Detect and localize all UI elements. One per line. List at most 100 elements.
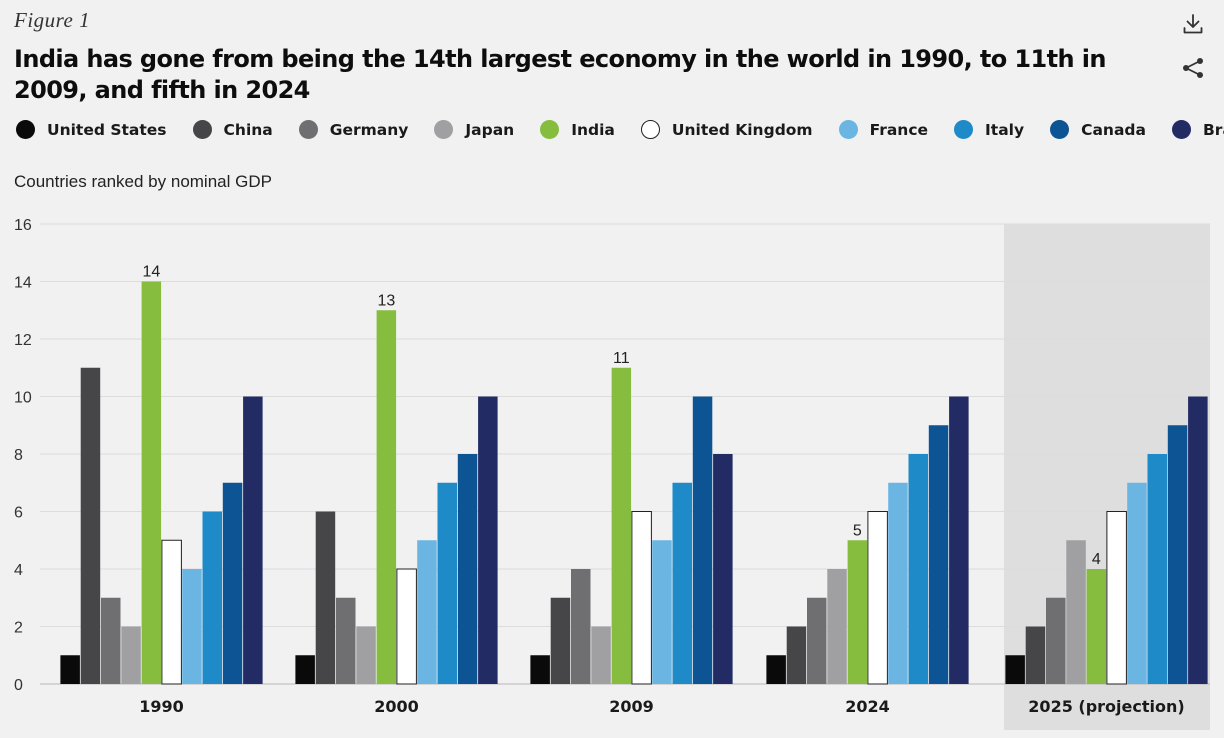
x-category-label: 1990 [139, 697, 184, 716]
legend-item-germany: Germany [298, 120, 409, 139]
bar-united-states-2024 [766, 655, 786, 684]
x-category-label: 2000 [374, 697, 419, 716]
legend-swatch-canada [1050, 120, 1070, 139]
legend-swatch-italy [954, 120, 974, 139]
bar-brazil-1990 [243, 396, 263, 684]
bar-germany-2000 [336, 597, 356, 684]
bar-germany-2009 [571, 569, 591, 684]
bar-india-2000 [376, 310, 397, 684]
legend-item-india: India [540, 120, 615, 139]
bar-brazil-2024 [949, 396, 969, 684]
bar-china-2000 [315, 511, 336, 684]
chart-title: India has gone from being the 14th large… [14, 45, 1106, 104]
chart-subtitle: Countries ranked by nominal GDP [14, 172, 272, 191]
legend-swatch-india [540, 120, 560, 139]
bar-united-kingdom-2025-projection [1106, 511, 1127, 685]
bar-france-2009 [652, 540, 672, 684]
bar-germany-1990 [101, 597, 121, 684]
bar-canada-2025-projection [1167, 425, 1188, 684]
bar-united-states-1990 [60, 655, 80, 684]
y-tick-label: 4 [14, 562, 23, 579]
y-tick-label: 2 [14, 620, 23, 637]
y-tick-label: 14 [14, 275, 32, 292]
legend-label: India [571, 120, 615, 139]
bar-italy-1990 [202, 511, 222, 684]
bar-united-states-2025-projection [1005, 655, 1025, 684]
download-icon[interactable] [1181, 12, 1205, 36]
legend-swatch-united-states [16, 120, 35, 139]
bar-united-states-2009 [530, 655, 550, 684]
bar-france-2024 [888, 482, 908, 684]
bar-brazil-2009 [713, 454, 733, 684]
legend-swatch-brazil [1171, 120, 1191, 139]
legend-item-united-kingdom: United Kingdom [640, 120, 813, 139]
bar-canada-2024 [928, 425, 949, 684]
legend-item-france: France [838, 120, 929, 139]
legend-label: Italy [985, 120, 1025, 139]
y-tick-label: 16 [14, 217, 32, 234]
bar-brazil-2025-projection [1188, 396, 1208, 684]
bar-italy-2000 [437, 482, 457, 684]
bar-germany-2024 [807, 597, 827, 684]
legend-swatch-germany [298, 120, 318, 139]
bar-japan-2024 [827, 569, 847, 684]
legend-swatch-china [192, 120, 212, 139]
figure-label: Figure 1 [14, 8, 91, 32]
bar-china-2025-projection [1025, 626, 1046, 684]
legend-swatch-france [838, 120, 858, 139]
legend-label: Canada [1081, 120, 1146, 139]
bar-united-states-2000 [295, 655, 315, 684]
bar-france-2000 [417, 540, 437, 684]
bar-italy-2025-projection [1147, 454, 1167, 684]
bar-japan-2009 [591, 626, 611, 684]
bar-germany-2025-projection [1046, 597, 1066, 684]
x-category-label: 2025 (projection) [1028, 697, 1184, 716]
legend-label: Germany [329, 120, 409, 139]
legend-swatch-united-kingdom [640, 120, 660, 139]
bar-canada-2009 [692, 396, 713, 684]
bar-china-1990 [80, 367, 101, 684]
chart-legend: United States China Germany Japan India Unite… [16, 120, 1224, 139]
data-label-india-2000: 13 [377, 292, 395, 309]
share-icon[interactable] [1180, 55, 1206, 81]
bar-italy-2009 [672, 482, 692, 684]
x-category-label: 2009 [609, 697, 654, 716]
legend-label: China [223, 120, 273, 139]
bar-china-2024 [786, 626, 807, 684]
bar-china-2009 [550, 597, 571, 684]
bar-france-2025-projection [1127, 482, 1147, 684]
legend-swatch-japan [434, 120, 454, 139]
bar-india-2009 [611, 367, 632, 684]
legend-label: United States [47, 120, 167, 139]
bar-chart: 0 2 4 6 8 10 12 14 16 1990 2000 2009 2024 2025 (proje… [14, 217, 1210, 730]
bar-united-kingdom-2000 [396, 568, 417, 685]
bar-united-kingdom-1990 [161, 539, 182, 685]
bar-canada-1990 [222, 482, 243, 684]
legend-item-china: China [192, 120, 273, 139]
bar-india-1990 [141, 281, 162, 684]
legend-label: France [869, 120, 929, 139]
x-category-label: 2024 [845, 697, 890, 716]
bar-india-2024 [847, 540, 868, 684]
legend-label: Brazil [1202, 120, 1224, 139]
data-label-india-2025-projection: 4 [1092, 551, 1101, 568]
legend-label: Japan [465, 120, 515, 139]
data-label-india-2024: 5 [853, 522, 862, 539]
y-tick-label: 0 [14, 677, 23, 694]
bar-canada-2000 [457, 454, 478, 684]
bar-france-1990 [182, 569, 202, 684]
bar-japan-2000 [356, 626, 376, 684]
y-tick-label: 6 [14, 505, 23, 522]
bar-united-kingdom-2009 [631, 511, 652, 685]
legend-item-canada: Canada [1050, 120, 1146, 139]
bar-italy-2024 [908, 454, 928, 684]
legend-item-united-states: United States [16, 120, 167, 139]
legend-item-japan: Japan [434, 120, 514, 139]
bar-japan-2025-projection [1066, 540, 1086, 684]
y-tick-label: 12 [14, 332, 32, 349]
bar-united-kingdom-2024 [867, 511, 888, 685]
legend-label: United Kingdom [671, 120, 813, 139]
bar-japan-1990 [121, 626, 141, 684]
y-tick-label: 10 [14, 390, 32, 407]
data-label-india-2009: 11 [613, 350, 630, 367]
